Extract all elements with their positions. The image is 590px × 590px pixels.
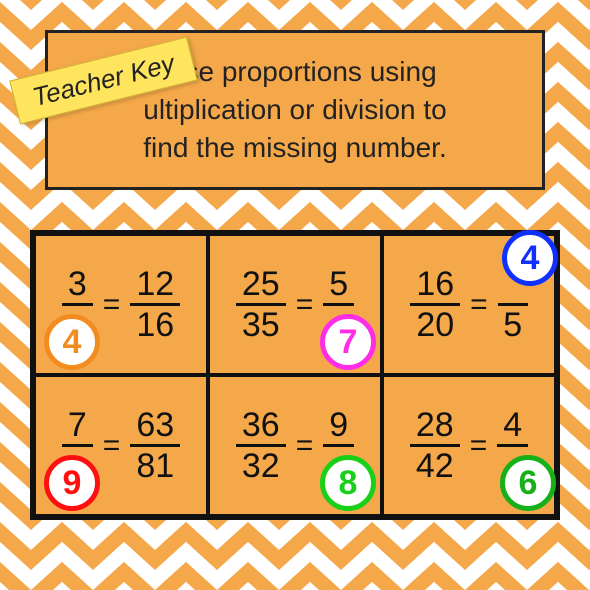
p3-f1-num: 16 (410, 267, 460, 306)
problem-grid: 3 = 12 16 4 25 35 = 5 (30, 230, 560, 520)
answer-circle-3: 4 (502, 230, 558, 286)
p4-f2-num: 63 (130, 408, 180, 447)
equals-icon: = (103, 288, 121, 322)
p6-f1-den: 42 (416, 447, 454, 483)
answer-circle-6: 6 (500, 455, 556, 511)
p4-f2-den: 81 (136, 447, 174, 483)
cell-5: 36 32 = 9 8 (208, 375, 382, 516)
cell-2: 25 35 = 5 7 (208, 234, 382, 375)
p4-f1-num: 7 (62, 408, 93, 447)
answer-circle-5: 8 (320, 455, 376, 511)
equals-icon: = (470, 288, 488, 322)
p3-f2-den: 5 (498, 306, 528, 342)
p2-f2-num: 5 (323, 267, 354, 306)
cell-4: 7 = 63 81 9 (34, 375, 208, 516)
cell-6: 28 42 = 4 6 (382, 375, 556, 516)
p1-f2-num: 12 (130, 267, 180, 306)
cell-3: 16 20 = 5 4 (382, 234, 556, 375)
answer-circle-2: 7 (320, 314, 376, 370)
p1-f2-den: 16 (136, 306, 174, 342)
p6-f2-num: 4 (497, 408, 528, 447)
p3-f1-den: 20 (416, 306, 454, 342)
p5-f1-den: 32 (242, 447, 280, 483)
answer-circle-1: 4 (44, 314, 100, 370)
equals-icon: = (296, 288, 314, 322)
p5-f2-num: 9 (323, 408, 354, 447)
cell-1: 3 = 12 16 4 (34, 234, 208, 375)
equals-icon: = (103, 429, 121, 463)
p2-f1-num: 25 (236, 267, 286, 306)
p2-f1-den: 35 (242, 306, 280, 342)
p5-f1-num: 36 (236, 408, 286, 447)
p1-f1-num: 3 (62, 267, 93, 306)
equals-icon: = (470, 429, 488, 463)
background-chevron: hese proportions using ultiplication or … (0, 0, 590, 590)
equals-icon: = (296, 429, 314, 463)
answer-circle-4: 9 (44, 455, 100, 511)
p6-f1-num: 28 (410, 408, 460, 447)
